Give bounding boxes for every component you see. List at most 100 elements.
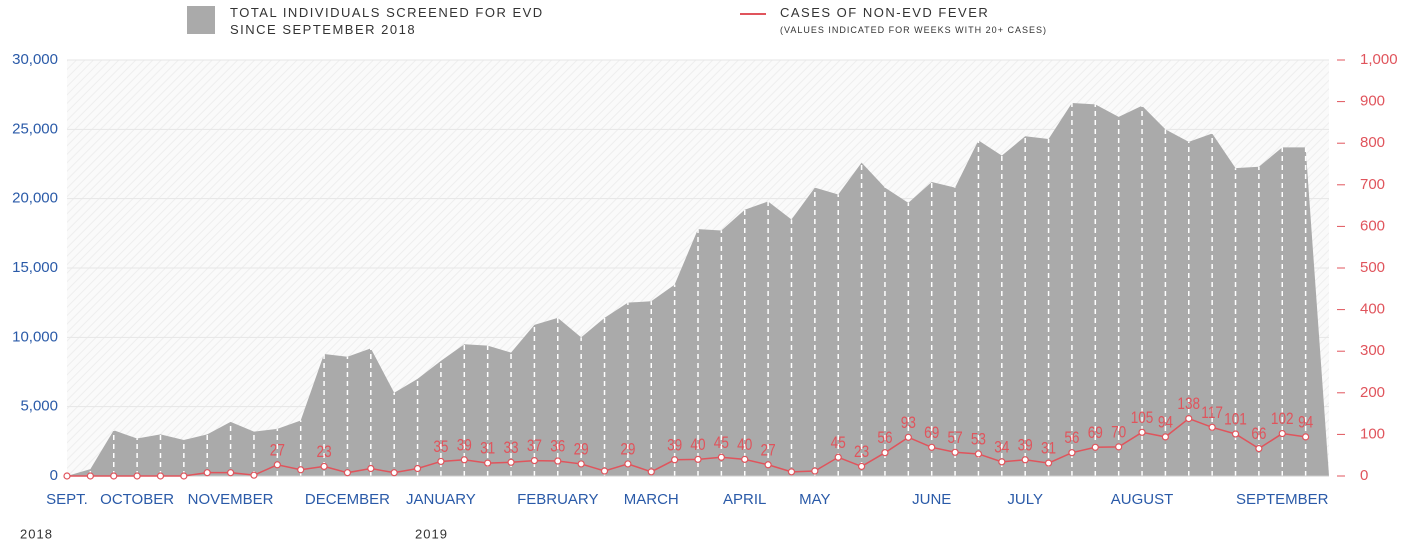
data-label: 102 [1271, 410, 1294, 429]
data-label: 40 [690, 435, 705, 454]
x-tick-label: OCTOBER [100, 491, 174, 508]
legend-label: CASES OF NON-EVD FEVER [780, 5, 990, 20]
data-label: 36 [550, 437, 565, 456]
y2-tick-label: 600 [1360, 217, 1385, 234]
point [226, 469, 235, 477]
data-label: 56 [877, 429, 892, 448]
y-tick-label: 5,000 [20, 398, 58, 415]
data-label: 34 [994, 438, 1010, 457]
data-label: 23 [317, 443, 332, 462]
point [86, 472, 94, 480]
x-tick-label: JANUARY [406, 491, 476, 508]
data-label: 57 [948, 428, 963, 447]
data-label: 138 [1177, 395, 1200, 414]
point [390, 469, 398, 477]
point [1208, 423, 1216, 431]
point [437, 457, 445, 466]
x-tick-label: MARCH [624, 491, 679, 508]
point [998, 458, 1006, 466]
x-tick-label: DECEMBER [305, 491, 390, 508]
point [507, 458, 515, 466]
point [343, 469, 352, 477]
legend-note: (VALUES INDICATED FOR WEEKS WITH 20+ CAS… [780, 25, 1047, 35]
point [63, 472, 71, 480]
x-tick-label: SEPT. [46, 491, 88, 508]
point [624, 460, 632, 468]
point [484, 459, 492, 467]
point [1068, 449, 1076, 457]
y2-tick-label: 900 [1360, 93, 1385, 110]
x-tick-label: NOVEMBER [188, 491, 274, 508]
point [717, 453, 725, 461]
data-label: 33 [503, 438, 518, 457]
x-tick-label: APRIL [723, 491, 766, 508]
y2-tick-label: 100 [1360, 425, 1385, 442]
data-label: 117 [1201, 403, 1223, 422]
point [974, 450, 983, 458]
y2-tick-label: 800 [1360, 134, 1385, 151]
point [1021, 456, 1029, 464]
point [1302, 433, 1310, 441]
point [928, 443, 936, 451]
data-label: 53 [971, 430, 986, 449]
data-label: 29 [574, 440, 589, 459]
y-tick-label: 0 [50, 467, 58, 484]
data-label: 66 [1251, 425, 1266, 444]
y2-tick-label: 700 [1360, 176, 1385, 193]
data-label: 39 [1018, 436, 1033, 455]
legend-line [740, 13, 766, 15]
point [787, 468, 796, 476]
y2-tick-label: 0 [1360, 467, 1368, 484]
x-tick-label: SEPTEMBER [1236, 491, 1329, 508]
data-label: 45 [831, 433, 846, 452]
point [600, 467, 609, 475]
y2-tick-label: 500 [1360, 259, 1385, 276]
point [1044, 459, 1053, 467]
point [320, 462, 328, 471]
point [647, 468, 655, 476]
legend-label: TOTAL INDIVIDUALS SCREENED FOR EVD SINCE… [230, 5, 544, 37]
data-label: 31 [480, 439, 495, 458]
y2-tick-label: 200 [1360, 384, 1385, 401]
data-label: 31 [1041, 439, 1056, 458]
y-tick-label: 25,000 [12, 120, 58, 137]
data-label: 69 [1088, 423, 1103, 442]
point [741, 455, 749, 463]
y-tick-label: 30,000 [12, 51, 58, 68]
y2-tick-label: 1,000 [1360, 51, 1398, 68]
y-tick-label: 20,000 [12, 190, 58, 207]
point [1091, 443, 1099, 451]
point [1185, 414, 1193, 423]
point [951, 448, 959, 456]
area [67, 102, 1329, 476]
point [1138, 428, 1146, 436]
x-tick-label: FEBRUARY [517, 491, 598, 508]
legend-swatch [187, 6, 215, 34]
point [834, 453, 842, 461]
point [857, 462, 866, 471]
data-label: 27 [270, 441, 285, 460]
point [367, 464, 375, 473]
point [577, 460, 585, 468]
data-label: 37 [527, 437, 542, 456]
point [460, 456, 468, 464]
data-label: 29 [620, 440, 635, 459]
data-label: 45 [714, 433, 729, 452]
point [133, 472, 141, 480]
point [904, 433, 912, 441]
point [1231, 430, 1240, 438]
point [156, 472, 165, 480]
point [694, 455, 702, 463]
point [1161, 433, 1170, 441]
data-label: 93 [901, 413, 916, 432]
data-label: 105 [1131, 408, 1154, 427]
line [67, 417, 1306, 477]
x-tick-label: JUNE [912, 491, 951, 508]
year-label: 2018 [20, 526, 53, 541]
point [530, 457, 539, 465]
data-label: 101 [1224, 410, 1247, 429]
x-tick-label: MAY [799, 491, 830, 508]
data-label: 39 [457, 436, 472, 455]
